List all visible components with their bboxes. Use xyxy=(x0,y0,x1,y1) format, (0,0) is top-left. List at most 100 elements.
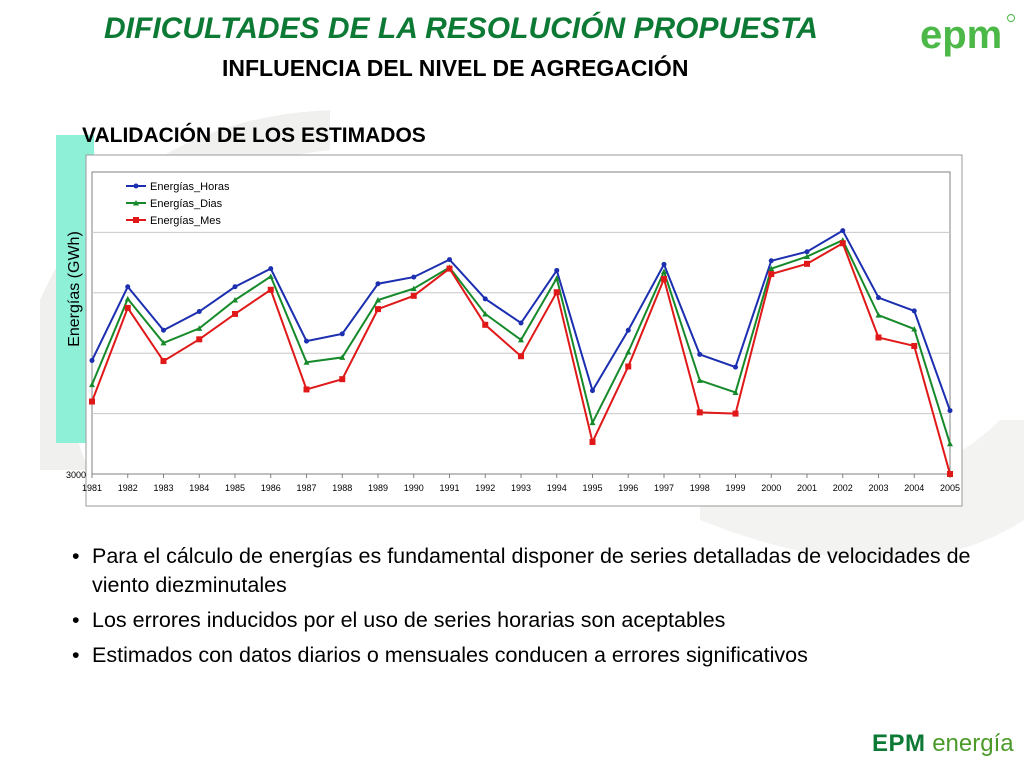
data-point-series-1 xyxy=(875,312,882,318)
x-tick-label: 1992 xyxy=(475,483,495,493)
page-subtitle: INFLUENCIA DEL NIVEL DE AGREGACIÓN xyxy=(222,55,689,81)
data-point-series-2 xyxy=(446,265,453,272)
data-point-series-1 xyxy=(732,389,739,395)
page-title: DIFICULTADES DE LA RESOLUCIÓN PROPUESTA xyxy=(104,12,818,45)
data-point-series-0 xyxy=(661,261,667,267)
x-tick-label: 1985 xyxy=(225,483,245,493)
data-point-series-2 xyxy=(625,363,632,370)
data-point-series-0 xyxy=(447,257,452,263)
data-point-series-0 xyxy=(590,388,595,394)
data-point-series-2 xyxy=(875,334,882,341)
legend-label: Energías_Dias xyxy=(150,198,223,210)
data-point-series-0 xyxy=(733,364,738,370)
data-point-series-1 xyxy=(160,339,167,346)
section-heading: VALIDACIÓN DE LOS ESTIMADOS xyxy=(82,124,426,147)
data-point-series-1 xyxy=(589,419,596,426)
data-point-series-1 xyxy=(911,326,918,332)
data-point-series-1 xyxy=(303,359,310,365)
data-point-series-1 xyxy=(661,268,667,275)
x-tick-label: 2002 xyxy=(833,483,853,493)
x-tick-label: 1996 xyxy=(618,483,638,493)
x-tick-label: 1994 xyxy=(547,483,567,493)
data-point-series-0 xyxy=(339,331,345,337)
data-point-series-2 xyxy=(89,398,95,405)
x-tick-label: 1999 xyxy=(725,483,745,493)
x-tick-label: 1982 xyxy=(118,483,138,493)
x-tick-label: 1987 xyxy=(296,483,316,493)
legend-swatch-marker xyxy=(133,217,139,223)
x-tick-label: 1988 xyxy=(332,483,352,493)
x-tick-label: 2001 xyxy=(797,483,817,493)
data-point-series-2 xyxy=(732,410,739,417)
data-point-series-2 xyxy=(804,260,810,267)
data-point-series-0 xyxy=(304,338,309,344)
data-point-series-2 xyxy=(696,409,703,416)
x-tick-label: 2003 xyxy=(868,483,888,493)
data-point-series-0 xyxy=(232,284,238,290)
bullet-item: Para el cálculo de energías es fundament… xyxy=(70,542,990,600)
x-tick-label: 2005 xyxy=(940,483,960,493)
data-point-series-1 xyxy=(947,440,953,447)
footer-logo-word: energía xyxy=(932,730,1014,757)
legend-label: Energías_Horas xyxy=(150,181,230,193)
data-point-series-1 xyxy=(625,348,632,355)
data-point-series-0 xyxy=(625,327,631,333)
data-point-series-2 xyxy=(839,240,846,247)
data-point-series-0 xyxy=(697,351,703,357)
data-point-series-0 xyxy=(947,408,953,414)
data-point-series-2 xyxy=(911,342,918,349)
x-tick-label: 1993 xyxy=(511,483,531,493)
data-point-series-2 xyxy=(339,376,346,383)
data-point-series-0 xyxy=(196,309,202,315)
data-point-series-1 xyxy=(518,336,524,343)
data-point-series-1 xyxy=(696,377,703,383)
x-tick-label: 1997 xyxy=(654,483,674,493)
data-point-series-0 xyxy=(161,327,166,333)
data-point-series-0 xyxy=(375,281,381,287)
data-point-series-0 xyxy=(768,258,774,264)
data-point-series-0 xyxy=(89,357,95,363)
data-point-series-2 xyxy=(768,271,775,278)
data-point-series-1 xyxy=(232,297,238,303)
data-point-series-1 xyxy=(339,354,346,360)
data-point-series-0 xyxy=(268,266,274,272)
legend-swatch-marker xyxy=(133,200,139,206)
data-point-series-0 xyxy=(518,320,524,326)
data-point-series-1 xyxy=(196,325,203,331)
data-point-series-2 xyxy=(124,304,131,311)
data-point-series-2 xyxy=(410,292,417,299)
y-axis-label: Energías (GWh) xyxy=(66,231,83,347)
data-point-series-2 xyxy=(589,438,596,445)
epm-logo-text: epm xyxy=(920,13,1002,57)
data-point-series-0 xyxy=(876,295,881,301)
x-tick-label: 1998 xyxy=(690,483,710,493)
data-point-series-1 xyxy=(89,381,95,388)
data-point-series-0 xyxy=(125,284,131,290)
x-tick-label: 1995 xyxy=(582,483,602,493)
legend-label: Energías_Mes xyxy=(150,215,221,227)
data-point-series-1 xyxy=(124,295,131,302)
bullet-item: Estimados con datos diarios o mensuales … xyxy=(70,641,990,670)
data-point-series-2 xyxy=(160,358,167,365)
x-tick-label: 1983 xyxy=(153,483,173,493)
data-point-series-1 xyxy=(768,265,775,272)
data-point-series-0 xyxy=(482,296,488,302)
bullet-item: Los errores inducidos por el uso de seri… xyxy=(70,606,990,635)
data-point-series-1 xyxy=(804,253,810,260)
data-point-series-2 xyxy=(267,286,274,293)
data-point-series-2 xyxy=(303,386,310,393)
y-tick-label: 3000 xyxy=(66,470,86,480)
data-point-series-1 xyxy=(267,273,274,279)
x-tick-label: 2004 xyxy=(904,483,924,493)
data-point-series-2 xyxy=(232,310,238,317)
x-tick-label: 2000 xyxy=(761,483,781,493)
data-point-series-2 xyxy=(947,471,953,477)
x-tick-label: 1981 xyxy=(82,483,102,493)
x-tick-label: 1989 xyxy=(368,483,388,493)
data-point-series-0 xyxy=(840,228,846,234)
data-point-series-1 xyxy=(482,310,489,317)
footer-logo-brand: EPM xyxy=(872,730,926,757)
data-point-series-0 xyxy=(411,274,417,280)
